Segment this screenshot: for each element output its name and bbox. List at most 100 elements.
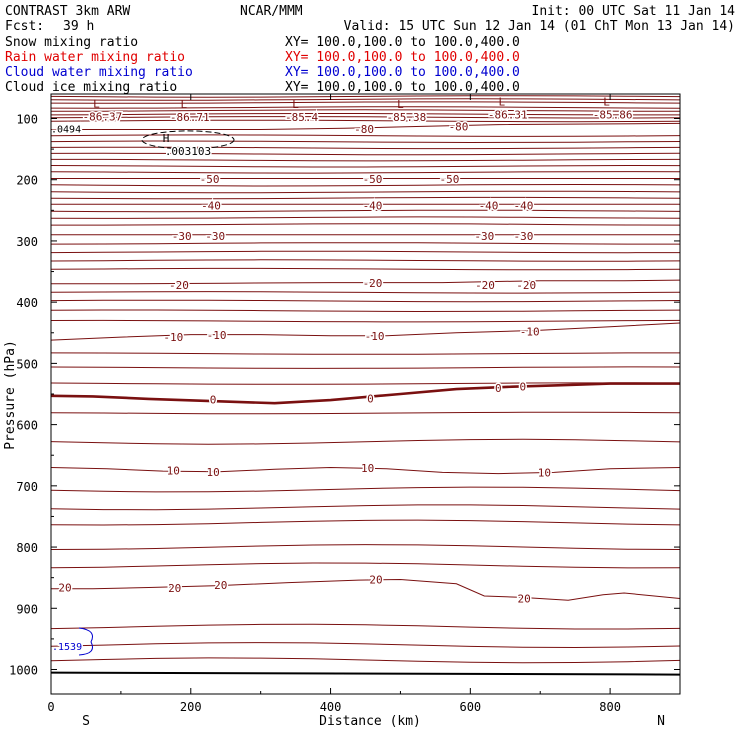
y-axis-title: Pressure (hPa) [3, 340, 18, 450]
valid-time: Valid: 15 UTC Sun 12 Jan 14 (01 ChT Mon … [344, 19, 735, 34]
org-label: NCAR/MMM [240, 4, 303, 19]
isotherm-line [51, 259, 680, 262]
isotherm-line [51, 209, 680, 213]
low-marker: L [180, 98, 187, 111]
field-label-cloud-water: Cloud water mixing ratio [5, 65, 193, 80]
isotherm-line [51, 119, 680, 123]
x-tick-label: 800 [599, 700, 621, 714]
forecast-label: Fcst: [5, 19, 44, 34]
field-xy-rain: XY= 100.0,100.0 to 100.0,400.0 [285, 50, 520, 65]
isotherm-line [51, 309, 680, 313]
init-time: Init: 00 UTC Sat 11 Jan 14 [532, 4, 736, 19]
isotherm-label: -10 [207, 329, 227, 342]
isotherm-label: -80 [449, 120, 469, 133]
ground-line [51, 671, 680, 676]
isotherm-line [51, 113, 680, 116]
isotherm-label: 20 [58, 582, 71, 595]
isotherm-label: 20 [517, 593, 530, 606]
isotherm-label: -30 [172, 230, 192, 243]
isotherm-line [51, 562, 680, 569]
isotherm-line [51, 411, 680, 415]
isotherm-label: -10 [163, 331, 183, 344]
field-xy-snow: XY= 100.0,100.0 to 100.0,400.0 [285, 35, 520, 50]
low-marker: L [93, 98, 100, 111]
low-marker: L [292, 98, 299, 111]
isotherm-line [51, 152, 680, 156]
isotherm-label: -20 [363, 277, 383, 290]
isotherm-label: -20 [169, 279, 189, 292]
low-value: -85.38 [387, 111, 427, 124]
isotherm-line [51, 366, 680, 369]
contour-label-layer: 10 10 10 10 20 20 20 20 20 0 0 0 0 -10 -10 -10 -10 -20 -20… [50, 96, 634, 656]
isotherm-line [51, 146, 680, 150]
isotherm-line [51, 291, 680, 294]
y-tick-label: 500 [16, 357, 38, 371]
low-marker: L [603, 96, 610, 109]
isotherm-label: -30 [513, 230, 533, 243]
isotherm-line [51, 183, 680, 187]
edge-value-label: .0494 [51, 125, 81, 136]
cloud-ice-max-marker: H [163, 132, 170, 145]
isotherm-line [51, 438, 680, 445]
isotherm-line [51, 642, 680, 649]
isotherm-label: -20 [475, 279, 495, 292]
isotherm-label: 20 [369, 574, 382, 587]
isotherm-label: -40 [479, 199, 499, 212]
isotherm-layer [51, 95, 680, 676]
isotherm-label: -50 [363, 173, 383, 186]
low-value: -85.4 [285, 111, 318, 124]
isotherm-label: -40 [201, 199, 221, 212]
isotherm-line [51, 299, 680, 303]
low-marker: L [498, 96, 505, 109]
low-value: -86.31 [488, 109, 528, 122]
isotherm-line [51, 486, 680, 493]
isotherm-20-line [51, 578, 680, 601]
isotherm-line [51, 164, 680, 168]
isotherm-label: 10 [538, 466, 551, 479]
isotherm-line [51, 267, 680, 271]
isotherm-line [51, 116, 680, 119]
y-tick-label: 1000 [9, 664, 38, 678]
isotherm-label: -80 [354, 123, 374, 136]
isotherm-label: -30 [205, 230, 225, 243]
isotherm-label: 10 [361, 462, 374, 475]
cloud-ice-contour [141, 130, 235, 150]
field-label-cloud-ice: Cloud ice mixing ratio [5, 80, 177, 95]
isotherm-label: 20 [168, 582, 181, 595]
isotherm-line [51, 250, 680, 254]
isotherm-label: -20 [516, 279, 536, 292]
isotherm-10-line [51, 466, 680, 475]
isotherm-line [51, 382, 680, 385]
isotherm-line [51, 242, 680, 245]
isotherm-line [51, 352, 680, 355]
isotherm-label: -40 [363, 199, 383, 212]
isotherm-label: 10 [206, 466, 219, 479]
isotherm-line [51, 134, 680, 137]
isotherm-label: -10 [520, 326, 540, 339]
isotherm-line [51, 544, 680, 550]
cloud-water-contour [78, 627, 93, 656]
isotherm-line [51, 171, 680, 174]
low-value: -86.71 [170, 111, 210, 124]
x-tick-label: 600 [459, 700, 481, 714]
south-end-label: S [82, 714, 90, 729]
y-tick-label: 800 [16, 541, 38, 555]
x-tick-label: 200 [180, 700, 202, 714]
cloud-water-value: .1539 [52, 642, 82, 653]
isotherm--20-line [51, 279, 680, 285]
field-xy-cloud-water: XY= 100.0,100.0 to 100.0,400.0 [285, 65, 520, 80]
forecast-hours: 39 h [63, 19, 94, 34]
isotherm-label: -50 [200, 173, 220, 186]
isotherm-line [51, 623, 680, 630]
isotherm--10-line [51, 322, 680, 341]
isotherm-label: 20 [214, 579, 227, 592]
plot-title: CONTRAST 3km ARW [5, 4, 130, 19]
isotherm-label: -40 [513, 199, 533, 212]
isotherm-label: 0 [495, 382, 502, 395]
isotherm-line [51, 319, 680, 323]
x-tick-label: 0 [47, 700, 54, 714]
x-axis-title: Distance (km) [319, 714, 421, 729]
y-tick-label: 700 [16, 480, 38, 494]
isotherm-label: -50 [439, 173, 459, 186]
